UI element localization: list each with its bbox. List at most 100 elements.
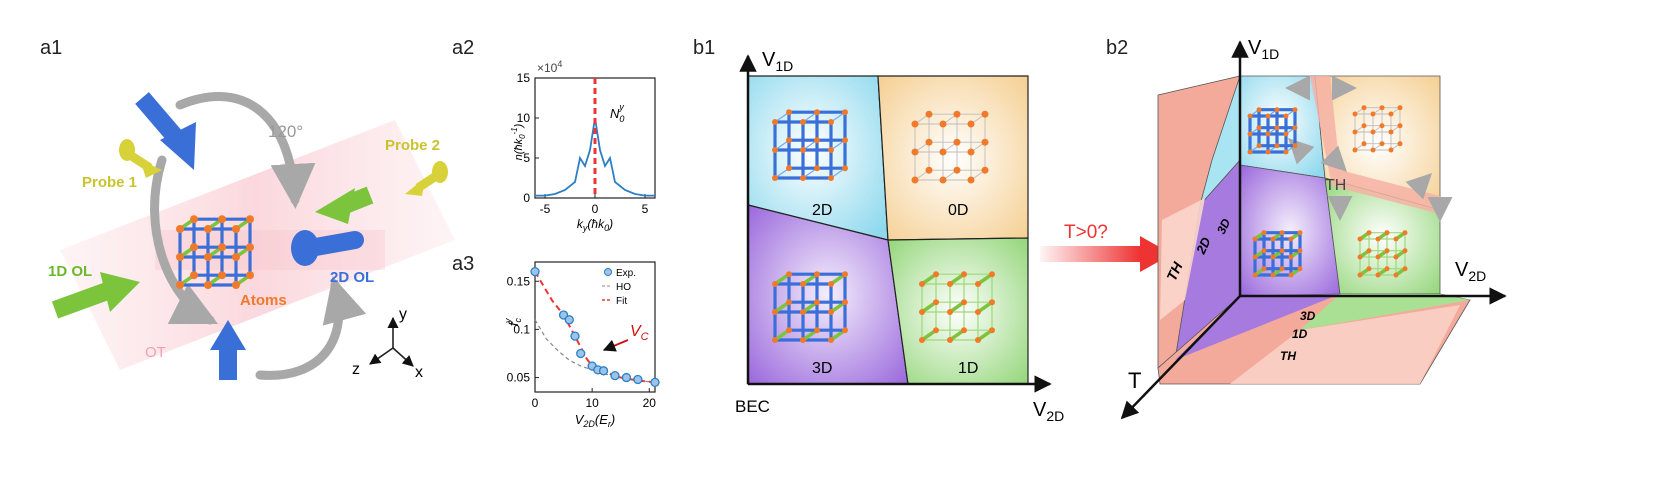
b2-bottom-1d: 1D xyxy=(1292,327,1308,341)
lattice-atom xyxy=(1279,230,1285,236)
lattice-atom xyxy=(828,281,834,287)
legend-exp: Exp. xyxy=(616,268,636,279)
a3-ylabel: fcy xyxy=(503,317,523,326)
lattice-atom xyxy=(967,120,975,128)
b1-origin-label: BEC xyxy=(735,397,770,416)
lattice-atom xyxy=(828,119,834,125)
lattice-atom xyxy=(1292,107,1298,113)
b2-bottom-3d: 3D xyxy=(1300,309,1316,323)
panel-a3: a3 0 10 20 0.05 0.1 0.15 Exp. HO Fit VC fcy V… xyxy=(452,253,660,429)
lattice-atom xyxy=(814,109,820,116)
lattice-atom xyxy=(981,110,989,118)
legend-ho: HO xyxy=(616,282,631,293)
a3-xlabel: V2D(Er) xyxy=(575,412,616,429)
axis-y-label: y xyxy=(399,306,407,323)
lattice-atom xyxy=(772,147,778,153)
lattice-atom xyxy=(1274,125,1280,131)
probe1-label: Probe 1 xyxy=(82,174,137,191)
region-0d-label: 0D xyxy=(948,202,968,219)
beam-arrow-top xyxy=(135,92,196,170)
lattice-atom xyxy=(232,225,240,233)
xyz-axes xyxy=(369,316,414,367)
lattice-atom xyxy=(842,327,848,334)
a3-ytick-label: 0.1 xyxy=(513,322,530,336)
lattice-atom xyxy=(961,327,967,334)
lattice-atom xyxy=(814,327,820,334)
lattice-atom xyxy=(1279,266,1285,272)
b2-lattice-3d xyxy=(1252,230,1303,278)
lattice-atom xyxy=(1288,254,1294,260)
a2-xtick-label: -5 xyxy=(540,202,551,216)
lattice-atom xyxy=(786,109,792,116)
panel-label-a1: a1 xyxy=(40,37,62,59)
lattice-atom xyxy=(842,165,848,172)
lattice-2d xyxy=(772,109,848,181)
b2-thermal-band xyxy=(1310,76,1440,214)
lattice-atom xyxy=(925,110,933,118)
angle-arrow-bottom xyxy=(255,276,367,380)
lattice-atom xyxy=(800,309,806,315)
b2-left-pink xyxy=(1160,198,1205,320)
beam-arrow-2d xyxy=(291,230,364,266)
lattice-atom xyxy=(246,215,254,224)
lattice-atom xyxy=(1265,113,1271,119)
lattice-atom xyxy=(1393,254,1399,260)
lattice-atom xyxy=(176,281,184,289)
lattice-atom xyxy=(1357,272,1363,278)
lattice-atom xyxy=(1252,254,1258,260)
region-3d-label: 3D xyxy=(812,360,832,377)
lattice-atom xyxy=(1388,147,1394,153)
lattice-atom xyxy=(919,337,925,343)
lattice-atom xyxy=(939,176,947,184)
lattice-atom xyxy=(1361,105,1367,111)
lattice-atom xyxy=(1270,272,1276,278)
lattice-atom xyxy=(800,175,806,181)
lattice-atom xyxy=(981,166,989,174)
lattice-atom xyxy=(814,299,820,306)
lattice-atom xyxy=(989,271,995,278)
lattice-atom xyxy=(772,119,778,125)
lattice-atom xyxy=(989,299,995,306)
lattice-atom xyxy=(1256,143,1262,149)
a2-ytick-label: 0 xyxy=(523,191,530,205)
lattice-atom xyxy=(1265,149,1271,155)
lattice-atom xyxy=(1384,266,1390,272)
lattice-atom xyxy=(1357,236,1363,242)
b2-lattice-0d xyxy=(1352,105,1403,153)
b2-left-th: TH xyxy=(1163,259,1186,283)
ol2d-label: 2D OL xyxy=(330,269,374,286)
a2-multiplier: ×104 xyxy=(537,59,562,75)
lattice-atom xyxy=(190,271,198,280)
lattice-atom xyxy=(1352,111,1358,117)
lattice-atom xyxy=(953,166,961,174)
lattice-atom xyxy=(911,176,919,184)
lattice-atom xyxy=(1274,107,1280,113)
panel-label-b1: b1 xyxy=(693,37,715,59)
region-1d-label: 1D xyxy=(958,360,978,377)
lattice-atom xyxy=(232,281,240,289)
a3-xtick-label: 20 xyxy=(643,396,657,410)
b2-floor-green xyxy=(1300,294,1470,330)
lattice-atom xyxy=(1288,236,1294,242)
lattice-atom xyxy=(911,120,919,128)
lattice-atom xyxy=(786,137,792,144)
b1-axis-v2d: V2D xyxy=(1033,399,1064,424)
lattice-atom xyxy=(1252,272,1258,278)
lattice-atom xyxy=(772,309,778,315)
lattice-atom xyxy=(1397,105,1403,111)
lattice-atom xyxy=(204,225,212,233)
lattice-atom xyxy=(1384,230,1390,236)
a2-ytick-label: 15 xyxy=(517,71,531,85)
lattice-atom xyxy=(967,148,975,156)
lattice-atom xyxy=(1288,272,1294,278)
lattice-atom xyxy=(1352,147,1358,153)
lattice-atom xyxy=(246,243,254,252)
a3-point xyxy=(621,372,632,383)
lattice-atom xyxy=(1256,125,1262,131)
beam-arrow-1d-left xyxy=(51,272,140,319)
lattice-atom xyxy=(1247,113,1253,119)
angle-arrow-left xyxy=(150,155,219,325)
lattice-atom xyxy=(925,166,933,174)
panel-label-a2: a2 xyxy=(452,37,474,59)
lattice-atom xyxy=(1357,254,1363,260)
